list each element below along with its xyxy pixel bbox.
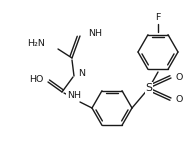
Text: O: O	[176, 95, 183, 104]
Text: O: O	[176, 73, 183, 82]
Text: F: F	[155, 13, 161, 22]
Text: HO: HO	[29, 75, 43, 84]
Text: H₂N: H₂N	[27, 38, 45, 47]
Text: NH: NH	[67, 91, 81, 100]
Text: O: O	[36, 75, 43, 84]
Text: N: N	[78, 69, 85, 78]
Text: NH: NH	[88, 29, 102, 38]
Text: S: S	[146, 83, 152, 93]
